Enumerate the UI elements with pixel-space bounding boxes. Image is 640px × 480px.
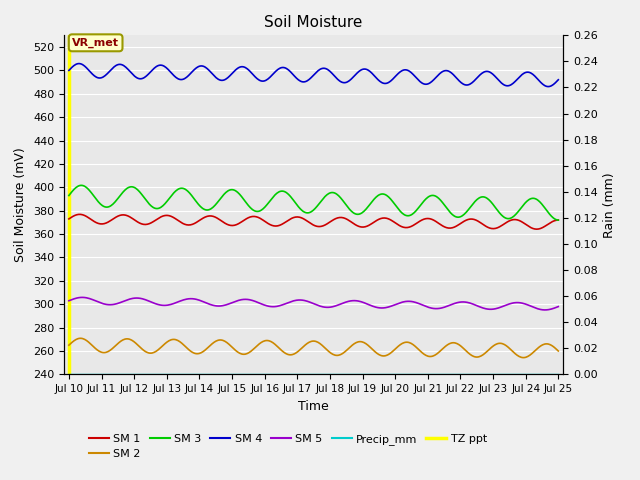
Text: VR_met: VR_met	[72, 37, 119, 48]
Y-axis label: Rain (mm): Rain (mm)	[604, 172, 616, 238]
Y-axis label: Soil Moisture (mV): Soil Moisture (mV)	[15, 147, 28, 262]
X-axis label: Time: Time	[298, 400, 329, 413]
Legend: SM 1, SM 2, SM 3, SM 4, SM 5, Precip_mm, TZ ppt: SM 1, SM 2, SM 3, SM 4, SM 5, Precip_mm,…	[84, 429, 492, 464]
Title: Soil Moisture: Soil Moisture	[264, 15, 363, 30]
